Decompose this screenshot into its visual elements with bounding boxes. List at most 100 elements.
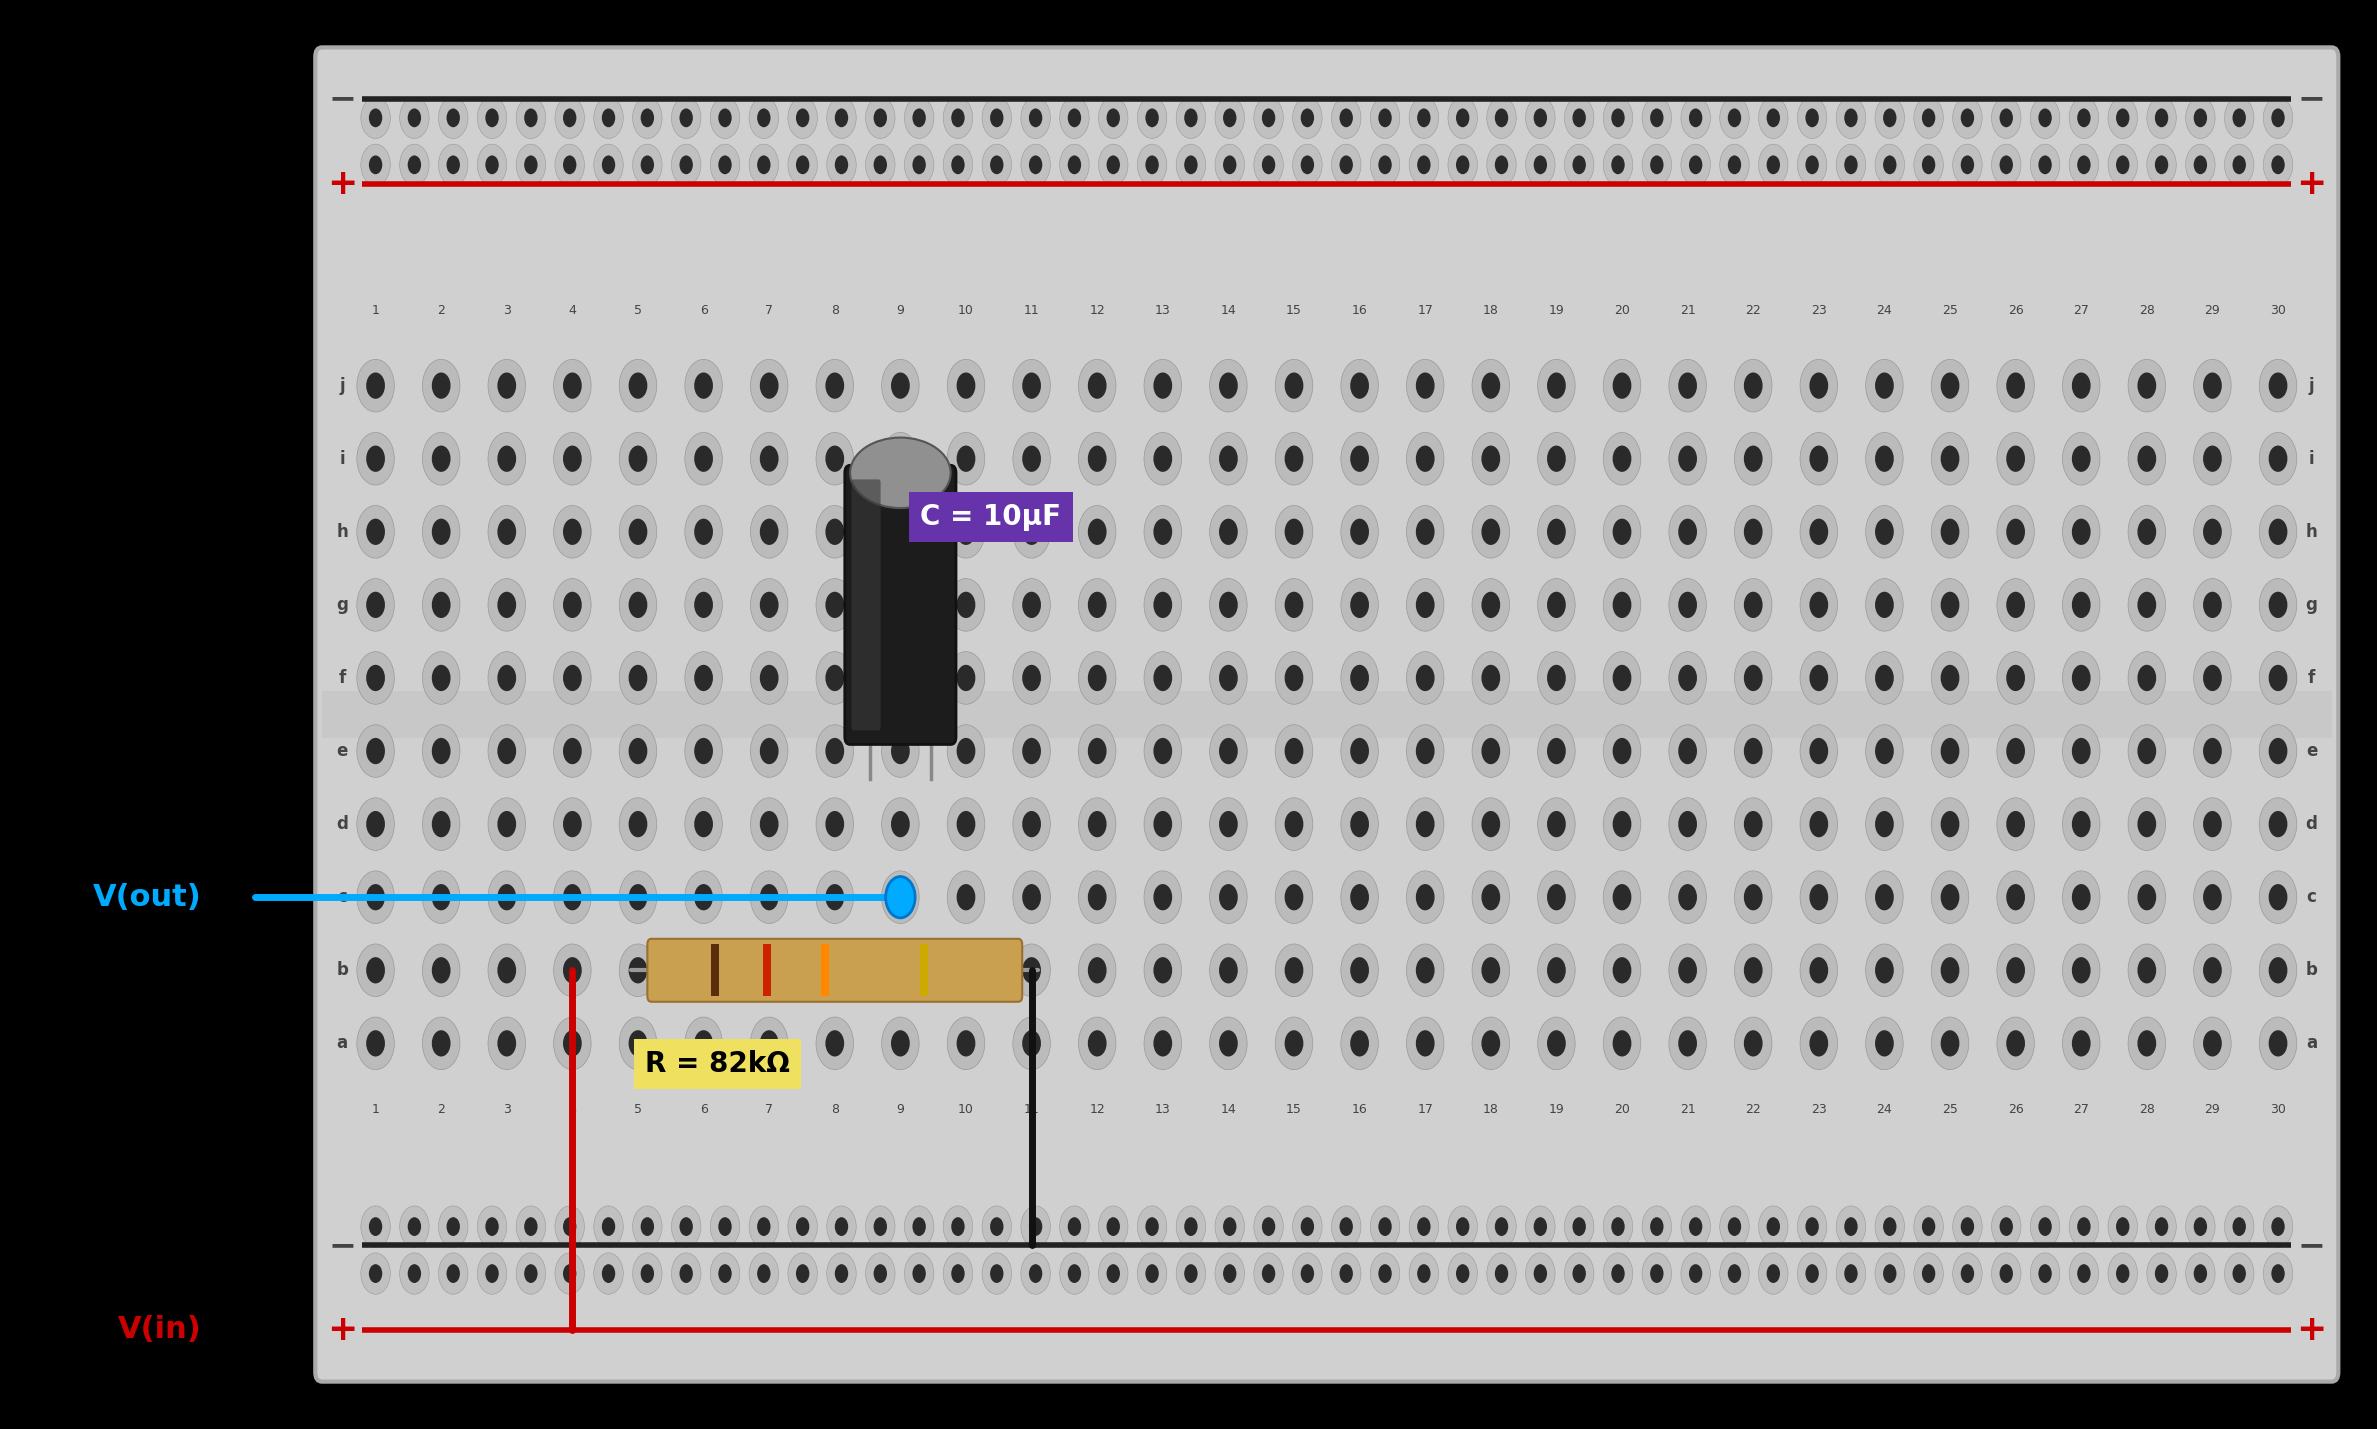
Text: +: + bbox=[2296, 167, 2327, 200]
Circle shape bbox=[1089, 957, 1108, 983]
Circle shape bbox=[2232, 1218, 2246, 1236]
Circle shape bbox=[1538, 725, 1576, 777]
Circle shape bbox=[956, 957, 975, 983]
Circle shape bbox=[1457, 156, 1469, 174]
Circle shape bbox=[2194, 109, 2208, 127]
Circle shape bbox=[711, 1253, 739, 1295]
Circle shape bbox=[946, 652, 984, 704]
Circle shape bbox=[2203, 957, 2222, 983]
Circle shape bbox=[680, 1218, 692, 1236]
Circle shape bbox=[2137, 446, 2156, 472]
Circle shape bbox=[1940, 519, 1959, 544]
Circle shape bbox=[1369, 1206, 1400, 1248]
Circle shape bbox=[1807, 1218, 1818, 1236]
Circle shape bbox=[1079, 506, 1115, 559]
Circle shape bbox=[1999, 156, 2013, 174]
Circle shape bbox=[891, 1030, 910, 1056]
Circle shape bbox=[1875, 1206, 1904, 1248]
Circle shape bbox=[913, 1265, 925, 1283]
Circle shape bbox=[366, 812, 385, 837]
Circle shape bbox=[478, 144, 506, 186]
Circle shape bbox=[2203, 519, 2222, 544]
Circle shape bbox=[1735, 579, 1771, 632]
Circle shape bbox=[1538, 1017, 1576, 1070]
Circle shape bbox=[1215, 144, 1246, 186]
Circle shape bbox=[2263, 1253, 2294, 1295]
Circle shape bbox=[2203, 812, 2222, 837]
Circle shape bbox=[525, 1218, 537, 1236]
Circle shape bbox=[433, 373, 452, 399]
Circle shape bbox=[1471, 870, 1509, 923]
Circle shape bbox=[1262, 1265, 1274, 1283]
Text: 30: 30 bbox=[2270, 304, 2287, 317]
Circle shape bbox=[2268, 885, 2287, 910]
Circle shape bbox=[2156, 1265, 2168, 1283]
Circle shape bbox=[1253, 1253, 1284, 1295]
Circle shape bbox=[1089, 373, 1108, 399]
Bar bbox=[920, 945, 929, 996]
Circle shape bbox=[2268, 664, 2287, 692]
Circle shape bbox=[718, 1265, 732, 1283]
Circle shape bbox=[2258, 945, 2296, 996]
Circle shape bbox=[2146, 97, 2177, 139]
Circle shape bbox=[1574, 156, 1585, 174]
Circle shape bbox=[956, 592, 975, 617]
Circle shape bbox=[1913, 97, 1944, 139]
Circle shape bbox=[1809, 373, 1828, 399]
Circle shape bbox=[487, 945, 525, 996]
Circle shape bbox=[1219, 519, 1238, 544]
Circle shape bbox=[903, 97, 934, 139]
Circle shape bbox=[913, 1218, 925, 1236]
Circle shape bbox=[1997, 506, 2035, 559]
Circle shape bbox=[1745, 519, 1764, 544]
Circle shape bbox=[620, 870, 656, 923]
Circle shape bbox=[1875, 812, 1894, 837]
Circle shape bbox=[2258, 506, 2296, 559]
Circle shape bbox=[497, 957, 516, 983]
Circle shape bbox=[1809, 664, 1828, 692]
Circle shape bbox=[433, 446, 452, 472]
Text: 14: 14 bbox=[1219, 1103, 1236, 1116]
Circle shape bbox=[2073, 1030, 2092, 1056]
Circle shape bbox=[1481, 592, 1500, 617]
Circle shape bbox=[944, 1253, 972, 1295]
Circle shape bbox=[1807, 156, 1818, 174]
Circle shape bbox=[1177, 97, 1205, 139]
Circle shape bbox=[982, 1253, 1013, 1295]
Circle shape bbox=[554, 433, 592, 484]
Circle shape bbox=[1410, 144, 1438, 186]
Circle shape bbox=[951, 1218, 965, 1236]
Circle shape bbox=[2108, 97, 2137, 139]
Circle shape bbox=[1177, 1253, 1205, 1295]
Circle shape bbox=[1574, 109, 1585, 127]
Circle shape bbox=[1681, 144, 1711, 186]
Circle shape bbox=[1913, 1253, 1944, 1295]
Circle shape bbox=[1341, 652, 1379, 704]
Circle shape bbox=[2258, 652, 2296, 704]
Circle shape bbox=[1719, 144, 1749, 186]
Circle shape bbox=[485, 1218, 499, 1236]
Circle shape bbox=[1735, 1017, 1771, 1070]
Circle shape bbox=[563, 373, 582, 399]
Text: 22: 22 bbox=[1745, 1103, 1761, 1116]
Circle shape bbox=[685, 359, 723, 412]
Circle shape bbox=[1612, 1030, 1631, 1056]
Circle shape bbox=[1341, 579, 1379, 632]
Circle shape bbox=[2258, 1017, 2296, 1070]
Circle shape bbox=[815, 359, 853, 412]
Circle shape bbox=[882, 433, 920, 484]
Circle shape bbox=[2006, 519, 2025, 544]
Circle shape bbox=[1799, 945, 1837, 996]
Text: e: e bbox=[338, 742, 347, 760]
Circle shape bbox=[554, 870, 592, 923]
Circle shape bbox=[1417, 109, 1431, 127]
Circle shape bbox=[1690, 1265, 1702, 1283]
Circle shape bbox=[1735, 725, 1771, 777]
Circle shape bbox=[487, 870, 525, 923]
Circle shape bbox=[2137, 592, 2156, 617]
Circle shape bbox=[1799, 652, 1837, 704]
Circle shape bbox=[1678, 1030, 1697, 1056]
Circle shape bbox=[1293, 1206, 1322, 1248]
Circle shape bbox=[749, 1206, 780, 1248]
Circle shape bbox=[525, 1265, 537, 1283]
